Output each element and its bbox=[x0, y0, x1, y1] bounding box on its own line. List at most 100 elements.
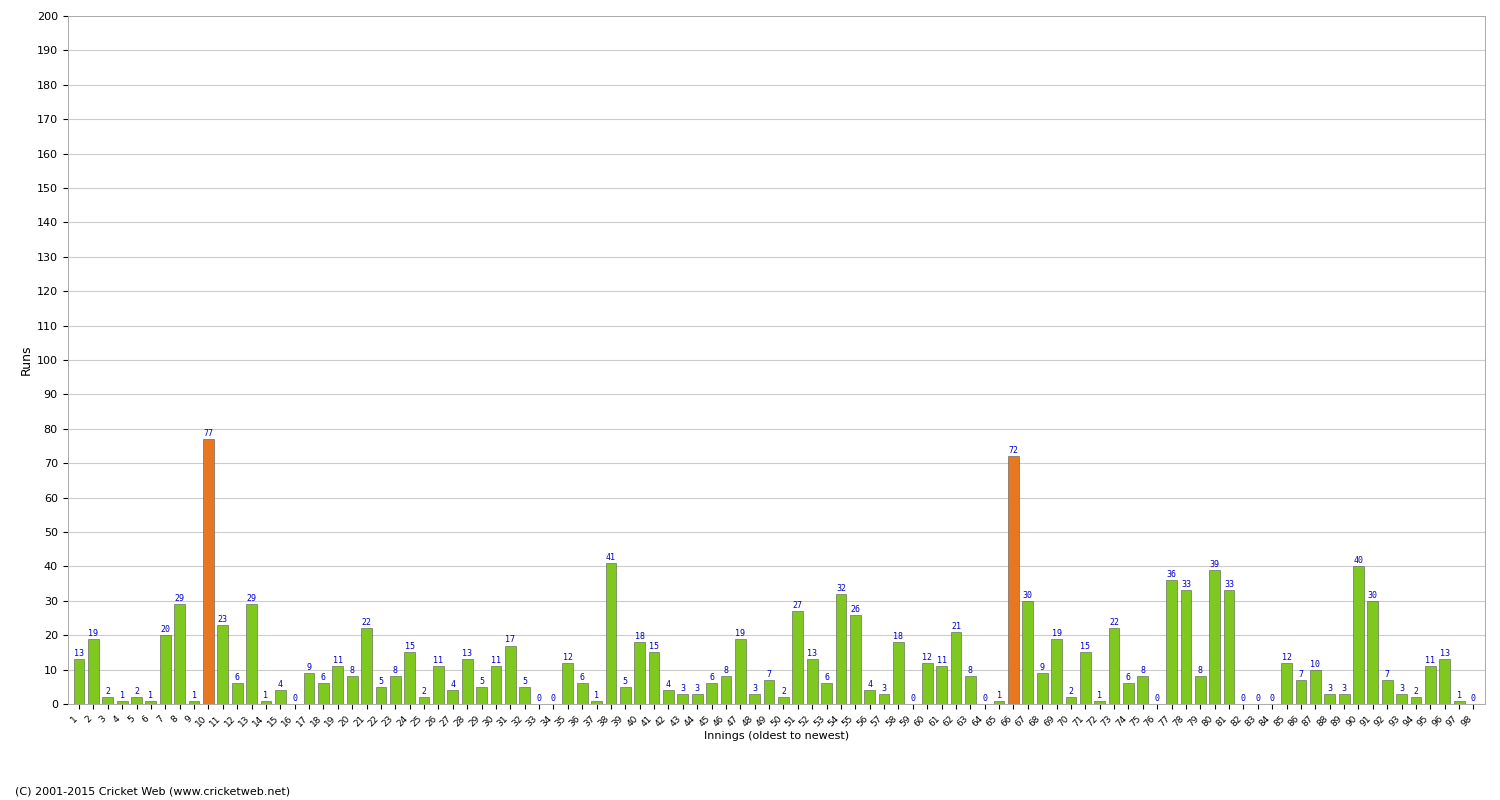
Bar bbox=[1353, 566, 1364, 704]
Text: 30: 30 bbox=[1023, 590, 1034, 600]
Bar bbox=[792, 611, 802, 704]
Bar bbox=[1382, 680, 1392, 704]
Bar bbox=[1454, 701, 1464, 704]
Bar bbox=[706, 683, 717, 704]
Text: 6: 6 bbox=[579, 674, 585, 682]
Bar bbox=[1023, 601, 1034, 704]
Text: 4: 4 bbox=[867, 680, 871, 690]
Bar bbox=[892, 642, 904, 704]
Bar bbox=[202, 439, 214, 704]
Bar bbox=[506, 646, 516, 704]
Bar bbox=[303, 673, 315, 704]
Text: 1: 1 bbox=[1456, 690, 1461, 699]
Text: 20: 20 bbox=[160, 625, 171, 634]
Text: 3: 3 bbox=[694, 684, 699, 693]
Bar bbox=[591, 701, 602, 704]
Bar bbox=[1124, 683, 1134, 704]
Bar bbox=[74, 659, 84, 704]
Text: 0: 0 bbox=[1269, 694, 1275, 703]
Bar bbox=[1410, 697, 1422, 704]
Bar bbox=[419, 697, 429, 704]
Bar bbox=[189, 701, 200, 704]
Text: 41: 41 bbox=[606, 553, 616, 562]
X-axis label: Innings (oldest to newest): Innings (oldest to newest) bbox=[704, 731, 849, 741]
Text: 4: 4 bbox=[450, 680, 456, 690]
Bar bbox=[231, 683, 243, 704]
Bar bbox=[375, 686, 387, 704]
Text: 23: 23 bbox=[217, 615, 228, 624]
Bar bbox=[663, 690, 674, 704]
Text: 2: 2 bbox=[1068, 687, 1074, 696]
Text: 5: 5 bbox=[622, 677, 628, 686]
Bar bbox=[1209, 570, 1219, 704]
Bar bbox=[821, 683, 833, 704]
Text: 17: 17 bbox=[506, 635, 516, 645]
Bar bbox=[362, 628, 372, 704]
Text: 0: 0 bbox=[982, 694, 987, 703]
Bar bbox=[678, 694, 688, 704]
Bar bbox=[261, 701, 272, 704]
Bar bbox=[620, 686, 630, 704]
Text: 1: 1 bbox=[996, 690, 1002, 699]
Bar bbox=[405, 653, 416, 704]
Bar bbox=[1368, 601, 1378, 704]
Text: 19: 19 bbox=[1052, 629, 1062, 638]
Bar bbox=[1065, 697, 1077, 704]
Bar bbox=[160, 635, 171, 704]
Text: 8: 8 bbox=[350, 666, 354, 675]
Text: 21: 21 bbox=[951, 622, 962, 630]
Bar bbox=[922, 662, 933, 704]
Text: 19: 19 bbox=[735, 629, 746, 638]
Bar bbox=[735, 638, 746, 704]
Bar bbox=[1425, 666, 1436, 704]
Bar bbox=[1281, 662, 1292, 704]
Bar bbox=[1166, 580, 1178, 704]
Text: 29: 29 bbox=[174, 594, 184, 603]
Text: 33: 33 bbox=[1180, 581, 1191, 590]
Text: 13: 13 bbox=[462, 650, 472, 658]
Text: 0: 0 bbox=[537, 694, 542, 703]
Bar bbox=[1080, 653, 1090, 704]
Text: 0: 0 bbox=[910, 694, 915, 703]
Bar bbox=[390, 677, 400, 704]
Bar bbox=[1095, 701, 1106, 704]
Text: 18: 18 bbox=[634, 632, 645, 641]
Text: 0: 0 bbox=[550, 694, 556, 703]
Text: 22: 22 bbox=[1108, 618, 1119, 627]
Text: 6: 6 bbox=[824, 674, 830, 682]
Bar bbox=[778, 697, 789, 704]
Bar bbox=[447, 690, 458, 704]
Text: 9: 9 bbox=[306, 663, 312, 672]
Bar bbox=[750, 694, 760, 704]
Text: 8: 8 bbox=[968, 666, 974, 675]
Bar bbox=[1196, 677, 1206, 704]
Bar bbox=[246, 604, 256, 704]
Bar bbox=[836, 594, 846, 704]
Bar bbox=[1008, 456, 1019, 704]
Text: 1: 1 bbox=[192, 690, 196, 699]
Bar bbox=[1036, 673, 1047, 704]
Text: 33: 33 bbox=[1224, 581, 1234, 590]
Text: 3: 3 bbox=[1328, 684, 1332, 693]
Bar bbox=[433, 666, 444, 704]
Bar bbox=[807, 659, 818, 704]
Text: 2: 2 bbox=[782, 687, 786, 696]
Bar bbox=[1324, 694, 1335, 704]
Text: 0: 0 bbox=[1240, 694, 1246, 703]
Text: 36: 36 bbox=[1167, 570, 1176, 579]
Text: 32: 32 bbox=[836, 584, 846, 593]
Text: 3: 3 bbox=[681, 684, 686, 693]
Bar bbox=[130, 697, 142, 704]
Text: 27: 27 bbox=[794, 601, 802, 610]
Text: 8: 8 bbox=[1198, 666, 1203, 675]
Text: 8: 8 bbox=[393, 666, 398, 675]
Bar bbox=[217, 625, 228, 704]
Bar bbox=[606, 563, 616, 704]
Text: 11: 11 bbox=[1425, 656, 1436, 665]
Bar bbox=[1296, 680, 1306, 704]
Text: 1: 1 bbox=[264, 690, 268, 699]
Bar bbox=[519, 686, 530, 704]
Bar bbox=[174, 604, 184, 704]
Text: 0: 0 bbox=[1256, 694, 1260, 703]
Bar bbox=[346, 677, 357, 704]
